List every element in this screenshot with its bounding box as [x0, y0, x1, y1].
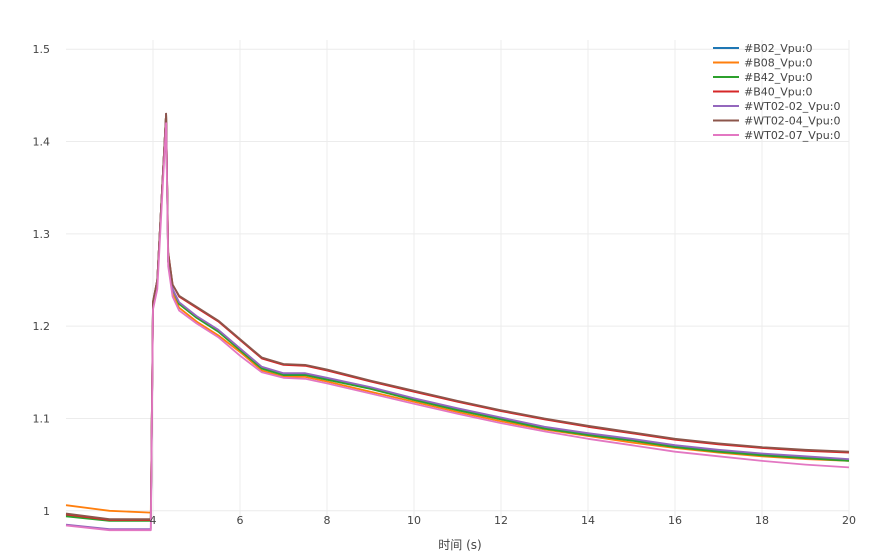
x-tick-label: 20 [842, 514, 856, 527]
legend-item[interactable]: #B02_Vpu:0 [713, 42, 812, 55]
x-tick-label: 6 [237, 514, 244, 527]
y-tick-label: 1.1 [33, 412, 51, 425]
series-line-5[interactable] [65, 112, 850, 531]
y-tick-label: 1.2 [33, 320, 51, 333]
legend-item[interactable]: #B40_Vpu:0 [713, 86, 812, 99]
x-axis-label: 时间 (s) [438, 538, 481, 552]
y-tick-label: 1.3 [33, 228, 51, 241]
x-tick-label: 18 [755, 514, 769, 527]
x-tick-label: 10 [407, 514, 421, 527]
legend-item[interactable]: #WT02-04_Vpu:0 [713, 115, 840, 128]
y-tick-label: 1.5 [33, 43, 51, 56]
plot-area[interactable] [65, 112, 850, 532]
x-tick-label: 12 [494, 514, 508, 527]
legend-label: #WT02-07_Vpu:0 [744, 129, 840, 142]
y-tick-label: 1 [43, 505, 50, 518]
x-tick-label: 8 [324, 514, 331, 527]
legend-label: #WT02-02_Vpu:0 [744, 100, 840, 113]
legend-item[interactable]: #B42_Vpu:0 [713, 71, 812, 84]
x-tick-label: 4 [150, 514, 157, 527]
legend-label: #B42_Vpu:0 [744, 71, 812, 84]
y-axis: 1 1.1 1.2 1.3 1.4 1.5 [33, 43, 51, 518]
legend-label: #B02_Vpu:0 [744, 42, 812, 55]
series-line-1[interactable] [65, 112, 850, 521]
x-tick-label: 14 [581, 514, 595, 527]
series-line-7[interactable] [65, 122, 850, 532]
x-tick-label: 16 [668, 514, 682, 527]
legend-item[interactable]: #WT02-07_Vpu:0 [713, 129, 840, 142]
y-tick-label: 1.4 [33, 136, 51, 149]
legend-label: #B08_Vpu:0 [744, 57, 812, 70]
legend-label: #WT02-04_Vpu:0 [744, 115, 840, 128]
legend[interactable]: #B02_Vpu:0 #B08_Vpu:0#B42_Vpu:0 #B40_Vpu:0… [713, 42, 840, 142]
series-line-4[interactable] [65, 112, 850, 521]
legend-item[interactable]: #WT02-02_Vpu:0 [713, 100, 840, 113]
grid [66, 40, 850, 520]
x-axis: 4 6 8 10 12 14 16 18 20 [150, 514, 857, 527]
legend-label: #B40_Vpu:0 [744, 86, 812, 99]
series-line-3[interactable] [65, 112, 850, 522]
legend-item[interactable]: #B08_Vpu:0 [713, 57, 812, 70]
